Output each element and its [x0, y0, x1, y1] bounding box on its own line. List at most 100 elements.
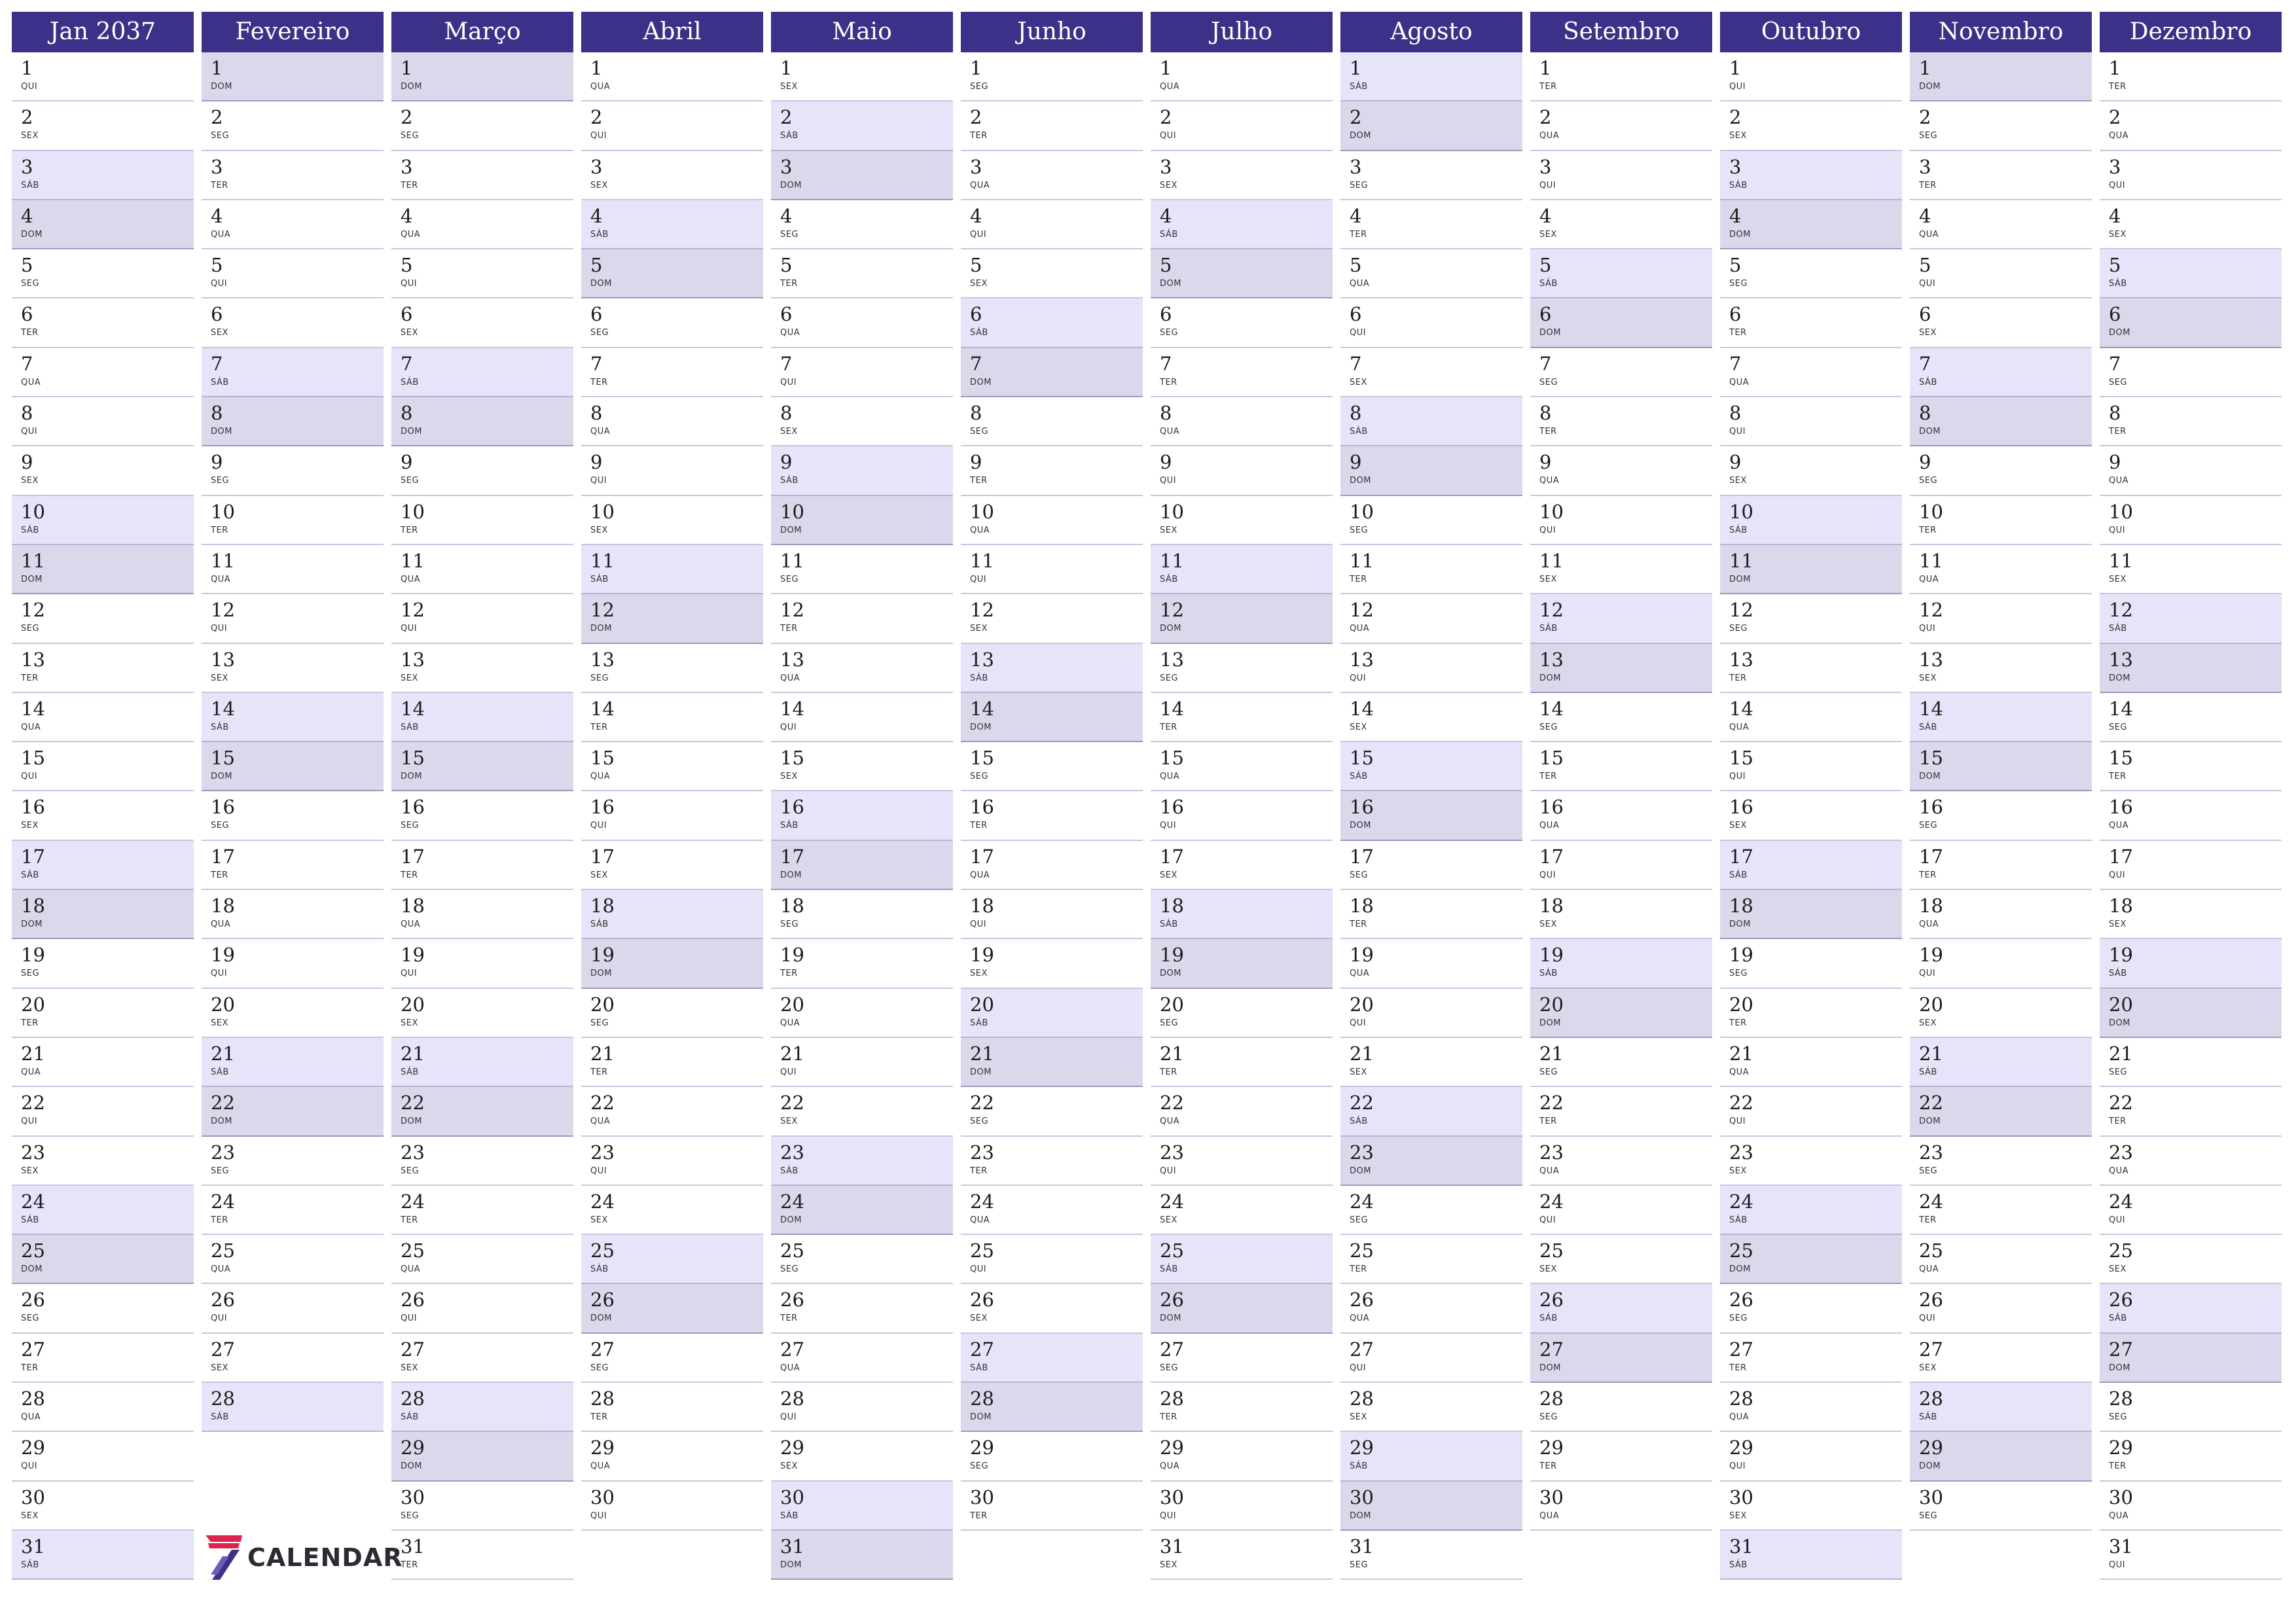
day-cell[interactable]: 12 TER: [771, 594, 953, 644]
day-cell[interactable]: 25 QUI: [961, 1235, 1143, 1285]
day-cell[interactable]: 28 SÁB: [1910, 1383, 2092, 1433]
day-cell[interactable]: 30 QUA: [1530, 1481, 1712, 1531]
day-cell[interactable]: 31 SÁB: [1720, 1530, 1902, 1580]
day-cell[interactable]: 8 QUI: [12, 397, 194, 447]
day-cell[interactable]: 26 QUI: [391, 1284, 573, 1334]
day-cell[interactable]: 28 QUI: [771, 1383, 953, 1433]
day-cell[interactable]: 16 SEX: [12, 791, 194, 841]
day-cell[interactable]: 23 QUI: [581, 1136, 763, 1186]
day-cell[interactable]: 6 TER: [1720, 298, 1902, 348]
day-cell[interactable]: 21 TER: [1151, 1037, 1333, 1088]
day-cell[interactable]: 1 TER: [2100, 52, 2282, 102]
day-cell[interactable]: 22 QUI: [12, 1087, 194, 1137]
day-cell[interactable]: 4 TER: [1340, 200, 1522, 250]
day-cell[interactable]: 5 SEX: [961, 249, 1143, 299]
day-cell[interactable]: 2 SEG: [1910, 101, 2092, 151]
day-cell[interactable]: 22 QUA: [581, 1087, 763, 1137]
day-cell[interactable]: 28 SEX: [1340, 1383, 1522, 1433]
day-cell[interactable]: 2 SEG: [391, 101, 573, 151]
day-cell[interactable]: 21 QUI: [771, 1037, 953, 1088]
day-cell[interactable]: 3 TER: [202, 151, 384, 200]
day-cell[interactable]: 15 DOM: [202, 742, 384, 792]
day-cell[interactable]: 3 SEX: [1151, 151, 1333, 200]
day-cell[interactable]: 24 SEX: [581, 1185, 763, 1236]
day-cell[interactable]: 23 SEX: [1720, 1136, 1902, 1186]
day-cell[interactable]: 2 SEX: [12, 101, 194, 151]
day-cell[interactable]: 9 SEG: [391, 446, 573, 496]
day-cell[interactable]: 6 DOM: [2100, 298, 2282, 348]
day-cell[interactable]: 13 SEG: [581, 643, 763, 693]
day-cell[interactable]: 13 SÁB: [961, 643, 1143, 693]
day-cell[interactable]: 2 TER: [961, 101, 1143, 151]
day-cell[interactable]: 20 TER: [1720, 988, 1902, 1038]
day-cell[interactable]: 19 SEG: [12, 939, 194, 989]
day-cell[interactable]: 13 QUI: [1340, 643, 1522, 693]
day-cell[interactable]: 8 SEG: [961, 397, 1143, 447]
day-cell[interactable]: 12 QUA: [1340, 594, 1522, 644]
day-cell[interactable]: 7 DOM: [961, 348, 1143, 398]
day-cell[interactable]: 30 QUI: [581, 1481, 763, 1531]
day-cell[interactable]: 29 TER: [2100, 1432, 2282, 1482]
day-cell[interactable]: 6 SEG: [1151, 298, 1333, 348]
day-cell[interactable]: 5 QUI: [391, 249, 573, 299]
day-cell[interactable]: 11 SEX: [2100, 544, 2282, 595]
day-cell[interactable]: 10 SEX: [1151, 495, 1333, 545]
day-cell[interactable]: 12 QUI: [202, 594, 384, 644]
day-cell[interactable]: 7 SÁB: [1910, 348, 2092, 398]
day-cell[interactable]: 21 DOM: [961, 1037, 1143, 1088]
day-cell[interactable]: 20 SEX: [202, 988, 384, 1038]
day-cell[interactable]: 25 SÁB: [581, 1235, 763, 1285]
day-cell[interactable]: 21 SÁB: [391, 1037, 573, 1088]
day-cell[interactable]: 30 DOM: [1340, 1481, 1522, 1531]
day-cell[interactable]: 14 QUA: [1720, 692, 1902, 743]
day-cell[interactable]: 19 QUA: [1340, 939, 1522, 989]
day-cell[interactable]: 20 SÁB: [961, 988, 1143, 1038]
day-cell[interactable]: 7 TER: [1151, 348, 1333, 398]
day-cell[interactable]: 19 SEG: [1720, 939, 1902, 989]
day-cell[interactable]: 9 QUI: [581, 446, 763, 496]
day-cell[interactable]: 10 QUI: [2100, 495, 2282, 545]
day-cell[interactable]: 6 SEX: [391, 298, 573, 348]
day-cell[interactable]: 31 SEG: [1340, 1530, 1522, 1580]
day-cell[interactable]: 7 SEX: [1340, 348, 1522, 398]
day-cell[interactable]: 4 QUA: [202, 200, 384, 250]
day-cell[interactable]: 16 QUA: [1530, 791, 1712, 841]
day-cell[interactable]: 10 SÁB: [1720, 495, 1902, 545]
day-cell[interactable]: 1 DOM: [1910, 52, 2092, 102]
day-cell[interactable]: 17 TER: [202, 840, 384, 891]
day-cell[interactable]: 18 SÁB: [1151, 890, 1333, 940]
day-cell[interactable]: 12 DOM: [581, 594, 763, 644]
day-cell[interactable]: 18 SÁB: [581, 890, 763, 940]
day-cell[interactable]: 22 QUA: [1151, 1087, 1333, 1137]
day-cell[interactable]: 8 QUA: [581, 397, 763, 447]
day-cell[interactable]: 28 SÁB: [202, 1383, 384, 1433]
day-cell[interactable]: 16 TER: [961, 791, 1143, 841]
day-cell[interactable]: 14 SEG: [1530, 692, 1712, 743]
day-cell[interactable]: 3 QUA: [961, 151, 1143, 200]
day-cell[interactable]: 11 QUA: [202, 544, 384, 595]
day-cell[interactable]: 22 DOM: [391, 1087, 573, 1137]
day-cell[interactable]: 17 SEG: [1340, 840, 1522, 891]
day-cell[interactable]: 26 SEX: [961, 1284, 1143, 1334]
day-cell[interactable]: 20 SEX: [391, 988, 573, 1038]
day-cell[interactable]: 11 SEX: [1530, 544, 1712, 595]
day-cell[interactable]: 27 SEX: [1910, 1333, 2092, 1383]
day-cell[interactable]: 5 SEG: [1720, 249, 1902, 299]
day-cell[interactable]: 26 DOM: [1151, 1284, 1333, 1334]
day-cell[interactable]: 26 SEG: [12, 1284, 194, 1334]
day-cell[interactable]: 15 QUI: [12, 742, 194, 792]
day-cell[interactable]: 1 QUA: [1151, 52, 1333, 102]
day-cell[interactable]: 30 SEX: [1720, 1481, 1902, 1531]
day-cell[interactable]: 10 SEX: [581, 495, 763, 545]
day-cell[interactable]: 12 QUI: [1910, 594, 2092, 644]
day-cell[interactable]: 13 QUA: [771, 643, 953, 693]
day-cell[interactable]: 7 SÁB: [391, 348, 573, 398]
day-cell[interactable]: 4 SEX: [1530, 200, 1712, 250]
day-cell[interactable]: 1 SEX: [771, 52, 953, 102]
day-cell[interactable]: 24 SÁB: [1720, 1185, 1902, 1236]
day-cell[interactable]: 9 SEX: [1720, 446, 1902, 496]
day-cell[interactable]: 21 TER: [581, 1037, 763, 1088]
day-cell[interactable]: 29 QUI: [12, 1432, 194, 1482]
day-cell[interactable]: 24 TER: [391, 1185, 573, 1236]
day-cell[interactable]: 27 SÁB: [961, 1333, 1143, 1383]
